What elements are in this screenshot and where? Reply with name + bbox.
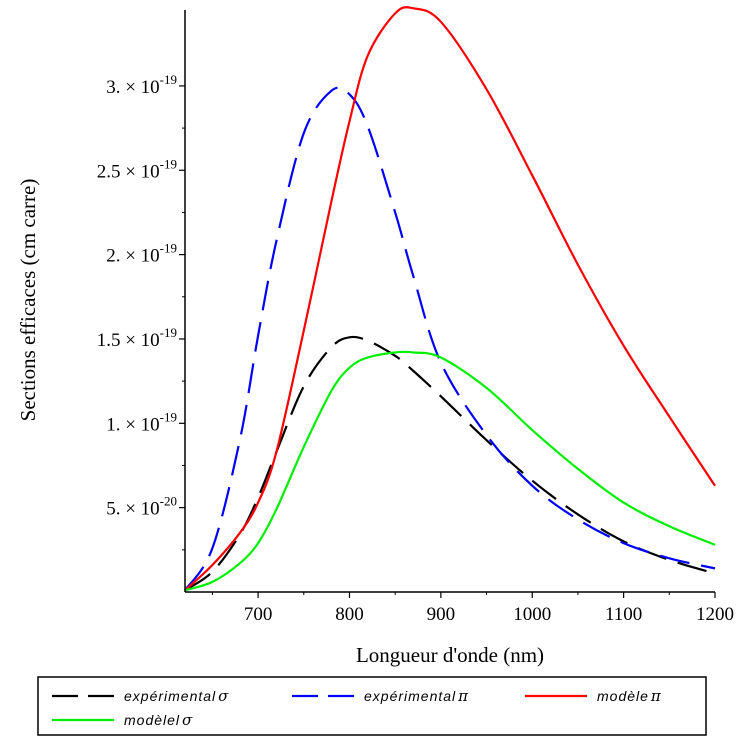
legend-box <box>37 676 707 736</box>
legend-label-3: modèlel σ <box>124 711 193 729</box>
y-tick-label: 1. × 10-19 <box>106 409 177 435</box>
axes <box>184 10 715 593</box>
series-line-1 <box>184 86 716 591</box>
x-axis-title: Longueur d'onde (nm) <box>356 643 544 667</box>
x-tick-label: 1000 <box>513 604 551 625</box>
y-tick-label: 3. × 10-19 <box>106 72 177 98</box>
y-ticks: 5. × 10-20 1. × 10-19 1.5 × 10-19 2. × 10-1… <box>97 72 185 551</box>
plot-lines <box>184 6 716 592</box>
x-tick-label: 800 <box>335 604 364 625</box>
x-tick-label: 700 <box>244 604 273 625</box>
legend-label-0: expérimental σ <box>124 687 229 705</box>
x-tick-label: 1100 <box>605 604 642 625</box>
series-line-3 <box>184 350 716 592</box>
y-axis-title: Sections efficaces (cm carre) <box>16 179 40 422</box>
y-tick-label: 1.5 × 10-19 <box>97 325 177 351</box>
series-line-2 <box>184 6 716 592</box>
y-tick-label: 2.5 × 10-19 <box>97 156 177 182</box>
x-tick-label: 900 <box>427 604 456 625</box>
x-tick-label: 1200 <box>696 604 734 625</box>
series-line-0 <box>184 335 716 592</box>
legend: expérimental σ expérimental π modèle π modèlel… <box>37 676 707 736</box>
y-tick-label: 2. × 10-19 <box>106 241 177 267</box>
x-ticks: 700 800 900 1000 1100 1200 <box>211 592 734 625</box>
legend-label-2: modèle π <box>597 687 662 705</box>
y-tick-label: 5. × 10-20 <box>106 494 177 520</box>
legend-label-1: expérimental π <box>364 687 469 705</box>
